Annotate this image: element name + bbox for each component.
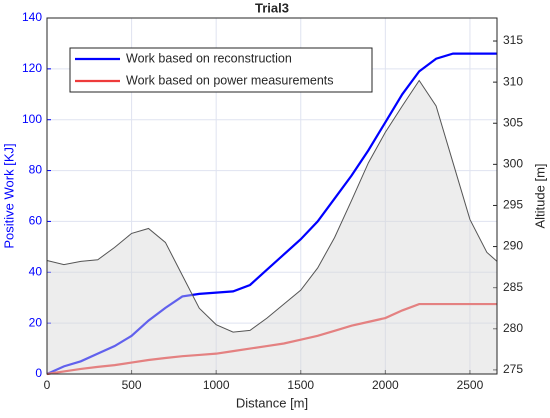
y-tick-label: 40 [29,264,43,278]
area [47,80,497,374]
y2-axis-label: Altitude [m] [532,163,547,228]
y-tick-label: 100 [22,112,42,126]
x-axis-label: Distance [m] [236,395,308,410]
line [46,79,498,333]
y-tick-label: 120 [22,61,42,75]
x-tick-label: 2500 [457,378,484,392]
line [46,302,497,376]
y2-tick-label: 275 [503,362,523,376]
x-tick-label: 2000 [372,378,399,392]
chart-title: Trial3 [255,0,289,15]
y2-tick-label: 285 [503,280,523,294]
y-tick-label: 0 [35,366,42,380]
x-tick-label: 1000 [203,378,230,392]
y-axis-label: Positive Work [KJ] [1,143,16,248]
y-tick-label: 80 [29,163,43,177]
y-tick-label: 20 [29,315,43,329]
y2-tick-label: 280 [503,321,523,335]
y2-tick-label: 310 [503,74,523,88]
line [46,52,497,376]
y-tick-label: 60 [29,214,43,228]
plot-frame [46,17,498,375]
legend-label: Work based on power measurements [126,73,334,87]
y2-tick-label: 305 [503,115,523,129]
y2-tick-label: 295 [503,198,523,212]
x-tick-label: 500 [122,378,142,392]
y2-tick-label: 315 [503,33,523,47]
y2-tick-label: 290 [503,239,523,253]
y2-tick-label: 300 [503,157,523,171]
x-tick-label: 1500 [287,378,314,392]
legend-box [69,47,373,93]
legend-label: Work based on reconstruction [126,51,292,65]
y-tick-label: 140 [22,10,42,24]
x-tick-label: 0 [44,378,51,392]
